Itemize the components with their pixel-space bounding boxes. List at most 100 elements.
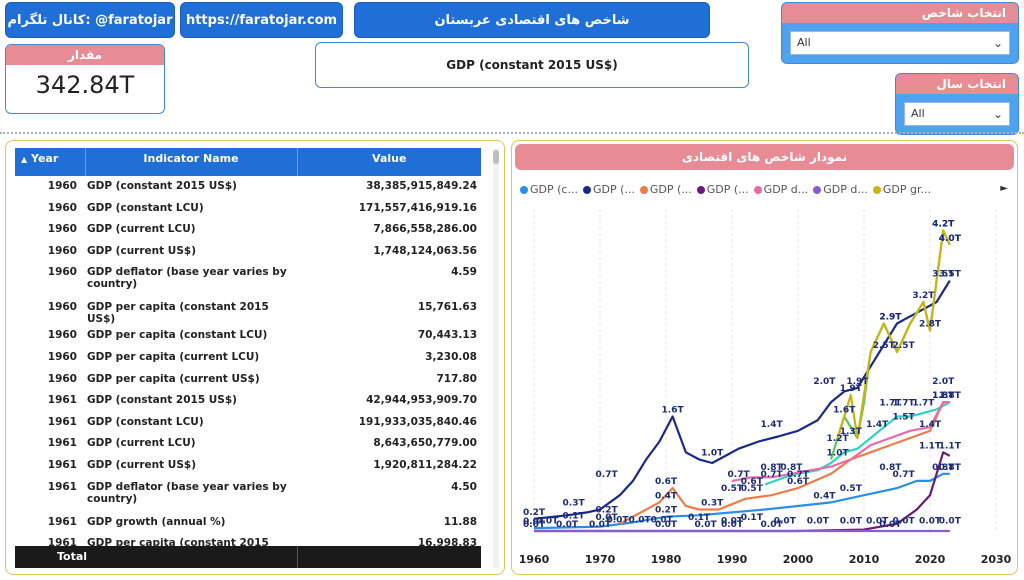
data-label: 0.3T [701,499,724,509]
column-header-year[interactable]: ▲ Year [15,148,85,176]
table-row[interactable]: 1960 GDP per capita (constant LCU) 70,443.… [15,325,481,347]
data-label: 0.0T [774,516,797,526]
data-table: ▲ Year Indicator Name Value 1960 GDP (con… [15,148,481,568]
data-label: 1.4T [919,420,942,430]
scrollbar-thumb[interactable] [493,150,499,164]
data-label: 0.0T [919,516,942,526]
data-label: 0.0T [939,516,962,526]
data-label: 0.6T [787,477,810,487]
data-label: 0.1T [688,513,711,523]
series-line[interactable] [836,229,951,440]
data-label: 1.2T [827,434,850,444]
chart-legend: GDP (c... GDP (... GDP (... GDP (... GDP d..… [520,183,1010,199]
legend-item[interactable]: GDP d... [753,183,809,196]
cell-value: 11.88 [443,515,477,528]
table-row[interactable]: 1961 GDP (constant LCU) 191,933,035,840.46 [15,412,481,434]
x-tick-label: 2020 [915,553,946,566]
cell-indicator: GDP per capita (current US$) [87,372,260,385]
x-tick-label: 2010 [849,553,880,566]
data-label: 2.9T [879,312,902,322]
data-label: 0.8T [932,463,955,473]
table-row[interactable]: 1960 GDP (current LCU) 7,866,558,286.00 [15,219,481,241]
table-row[interactable]: 1960 GDP per capita (constant 2015 US$) 15… [15,297,481,325]
legend-item[interactable]: GDP (... [639,183,692,196]
indicator-slicer-label: انتخاب شاخص [782,3,1018,23]
cell-indicator: GDP growth (annual %) [87,515,226,528]
telegram-button[interactable]: کانال تلگرام: @faratojar [5,2,175,38]
cell-year: 1960 [47,329,77,342]
data-label: 0.7T [893,470,916,480]
legend-swatch [753,186,762,194]
x-tick-label: 1960 [519,553,550,566]
series-line[interactable] [764,401,951,486]
data-label: 1.3T [840,427,863,437]
table-scrollbar[interactable] [493,148,499,568]
website-button[interactable]: https://faratojar.com [180,2,343,38]
x-tick-label: 2030 [981,553,1012,566]
data-label: 0.8T [761,463,784,473]
data-label: 0.0T [536,516,559,526]
data-label: 1.9T [840,384,863,394]
kpi-value: 342.84T [35,71,135,99]
legend-swatch [639,186,648,194]
indicator-select[interactable]: All ⌄ [790,31,1010,55]
legend-label: GDP d... [823,183,868,196]
cell-value: 717.80 [436,372,477,385]
data-label: 0.2T [523,508,546,518]
data-label: 0.5T [721,484,744,494]
table-row[interactable]: 1960 GDP (constant 2015 US$) 38,385,915,84… [15,176,481,198]
data-label: 1.1T [939,441,962,451]
cell-indicator: GDP (current LCU) [87,223,196,236]
series-line[interactable] [731,401,950,482]
table-row[interactable]: 1960 GDP (current US$) 1,748,124,063.56 [15,241,481,263]
cell-year: 1960 [47,201,77,214]
legend-swatch [582,186,591,194]
column-header-value[interactable]: Value [296,148,481,176]
table-row[interactable]: 1961 GDP deflator (base year varies by co… [15,477,481,512]
data-label: 1.9T [846,377,869,387]
total-label: Total [57,550,88,563]
legend-item[interactable]: GDP (c... [520,183,578,196]
data-label: 0.6T [741,477,764,487]
x-tick-label: 1990 [717,553,748,566]
legend-label: GDP d... [763,183,809,196]
data-label: 0.4T [813,491,836,501]
x-tick-label: 1970 [585,553,616,566]
table-row[interactable]: 1961 GDP growth (annual %) 11.88 [15,512,481,534]
table-row[interactable]: 1960 GDP per capita (current US$) 717.80 [15,369,481,391]
data-label: 1.7T [893,398,916,408]
cell-value: 1,920,811,284.22 [373,458,477,471]
data-label: 0.2T [596,506,619,516]
series-line[interactable] [619,401,950,525]
column-header-indicator[interactable]: Indicator Name [84,148,297,176]
cell-value: 3,230.08 [425,350,477,363]
table-row[interactable]: 1960 GDP deflator (base year varies by co… [15,262,481,297]
series-line[interactable] [533,472,950,530]
legend-item[interactable]: GDP (... [582,183,635,196]
data-label: 2.0T [932,377,955,387]
table-row[interactable]: 1961 GDP (constant 2015 US$) 42,944,953,90… [15,390,481,412]
line-chart: 1960 1970 1980 1990 2000 2010 2020 20300.2T0.0T… [519,209,1012,566]
cell-year: 1961 [47,515,77,528]
data-label: 0.6T [655,477,678,487]
table-row[interactable]: 1961 GDP (current LCU) 8,643,650,779.00 [15,433,481,455]
data-label: 0.5T [840,484,863,494]
legend-item[interactable]: GDP (... [696,183,749,196]
data-label: 0.7T [596,470,619,480]
year-select[interactable]: All ⌄ [904,102,1010,126]
table-row[interactable]: 1960 GDP (constant LCU) 171,557,416,919.16 [15,198,481,220]
cell-indicator: GDP (constant 2015 US$) [87,180,237,192]
cell-indicator: GDP (constant LCU) [87,415,204,428]
series-line[interactable] [533,280,951,520]
legend-item[interactable]: GDP d... [813,183,868,196]
total-row: Total [15,546,481,568]
data-label: 4.0T [939,234,962,244]
table-row[interactable]: 1960 GDP per capita (current LCU) 3,230.08 [15,347,481,369]
legend-next-icon[interactable]: ► [1000,183,1008,194]
data-label: 0.0T [893,516,916,526]
legend-item[interactable]: GDP gr... [872,183,931,196]
data-label: 3.5T [939,270,962,280]
divider [0,132,1024,134]
chart-title: نمودار شاخص های اقتصادی [515,144,1014,170]
table-row[interactable]: 1961 GDP (current US$) 1,920,811,284.22 [15,455,481,477]
